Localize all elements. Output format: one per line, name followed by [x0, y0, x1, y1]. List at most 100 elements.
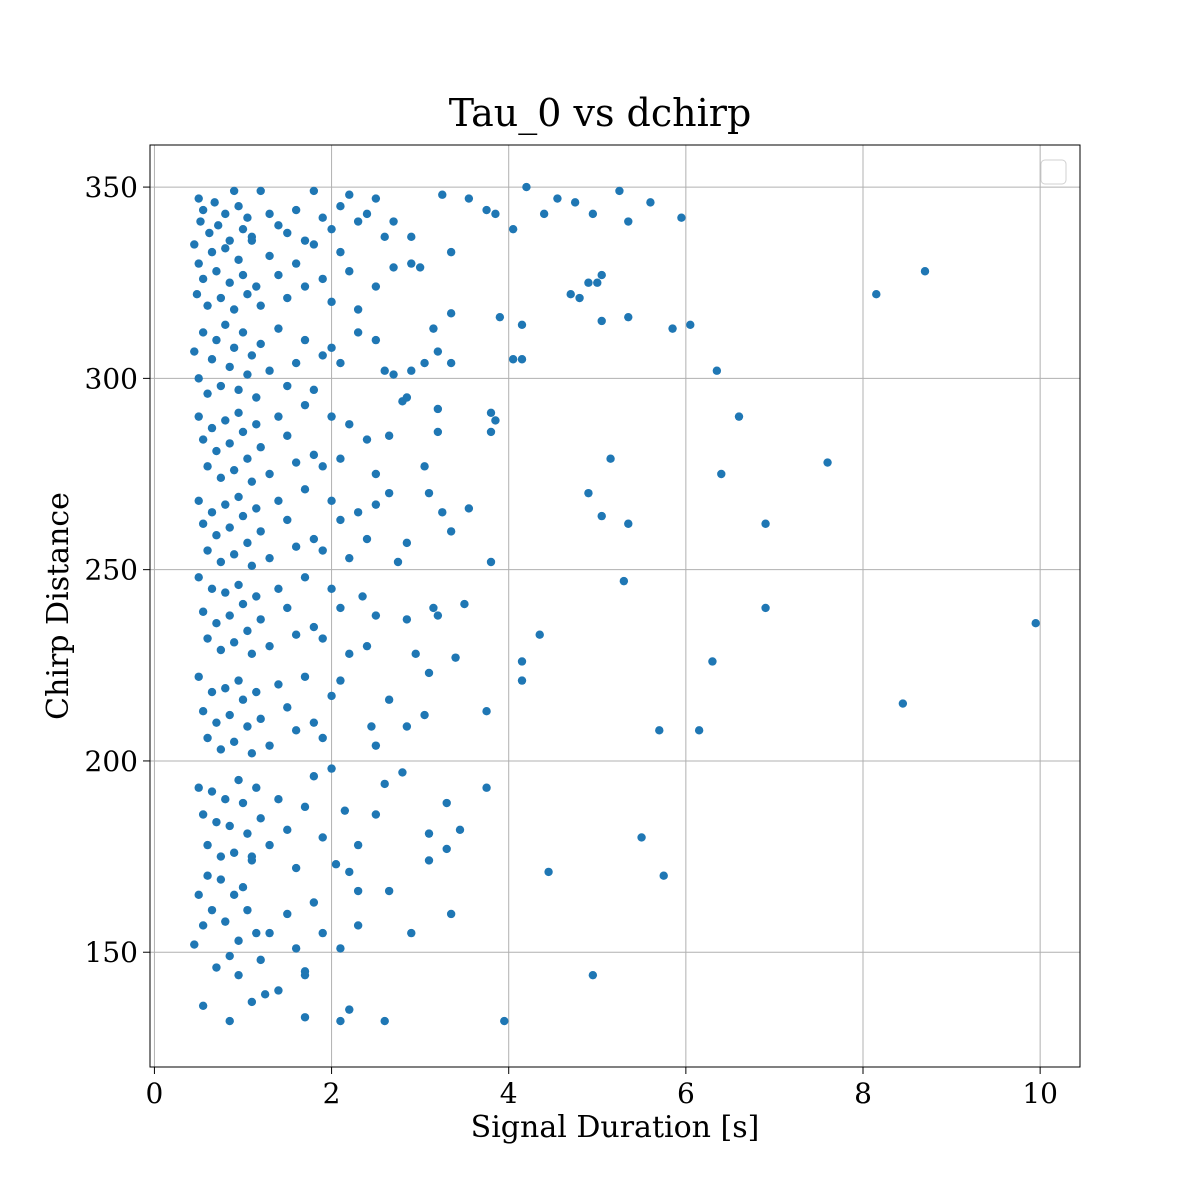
- data-point: [659, 871, 668, 880]
- data-point: [438, 508, 447, 517]
- data-point: [247, 561, 257, 571]
- data-point: [194, 496, 203, 505]
- x-tick-label: 8: [854, 1077, 872, 1110]
- data-point: [415, 263, 425, 272]
- data-point: [353, 921, 363, 930]
- data-point: [203, 389, 212, 398]
- data-point: [429, 603, 438, 613]
- data-point: [380, 232, 389, 242]
- data-point: [252, 420, 261, 429]
- data-point: [265, 641, 274, 651]
- data-point: [389, 217, 398, 226]
- data-point: [438, 190, 447, 199]
- data-point: [327, 584, 336, 593]
- data-point: [243, 626, 252, 636]
- data-point: [265, 469, 274, 479]
- data-point: [194, 259, 203, 268]
- data-point: [384, 695, 394, 704]
- data-point: [371, 469, 381, 479]
- data-point: [566, 290, 575, 299]
- data-point: [274, 270, 283, 280]
- data-point: [433, 347, 443, 356]
- data-point: [353, 217, 363, 226]
- data-point: [198, 921, 208, 930]
- data-point: [446, 309, 456, 318]
- data-point: [234, 385, 243, 395]
- data-point: [274, 324, 283, 333]
- data-point: [402, 615, 412, 624]
- data-point: [256, 955, 265, 965]
- data-point: [247, 236, 257, 245]
- data-point: [327, 496, 336, 505]
- data-point: [575, 293, 584, 303]
- data-point: [229, 465, 239, 475]
- data-point: [442, 798, 451, 808]
- data-point: [216, 875, 226, 884]
- data-point: [243, 538, 252, 548]
- data-point: [194, 412, 203, 421]
- data-point: [274, 680, 283, 689]
- data-point: [336, 247, 345, 257]
- data-point: [371, 611, 381, 620]
- data-point: [274, 584, 283, 593]
- data-point: [371, 810, 381, 819]
- data-point: [482, 707, 491, 716]
- data-point: [872, 290, 881, 299]
- data-point: [238, 599, 248, 609]
- data-point: [402, 538, 412, 548]
- data-point: [265, 741, 274, 750]
- data-point: [677, 213, 686, 222]
- data-point: [265, 553, 274, 563]
- data-point: [291, 542, 301, 551]
- data-point: [274, 496, 283, 505]
- data-point: [544, 867, 553, 877]
- data-point: [216, 293, 226, 303]
- data-point: [535, 630, 544, 639]
- data-point: [234, 970, 243, 980]
- data-point: [482, 205, 491, 215]
- data-point: [265, 209, 274, 219]
- data-point: [597, 270, 606, 280]
- data-point: [203, 634, 212, 643]
- data-point: [389, 263, 398, 272]
- data-point: [429, 324, 438, 333]
- data-point: [243, 370, 252, 379]
- data-point: [196, 217, 205, 226]
- data-point: [407, 232, 416, 242]
- data-point: [464, 194, 474, 203]
- data-point: [371, 741, 381, 750]
- data-point: [353, 305, 363, 314]
- plot-frame: [149, 144, 1081, 1068]
- data-point: [203, 733, 212, 743]
- data-point: [655, 726, 664, 735]
- data-point: [446, 247, 456, 257]
- data-point: [260, 990, 270, 999]
- axis-ticks: 0 2 4 6 8 10 150 200 250 300 350: [85, 171, 1058, 1110]
- y-tick-label: 350: [85, 171, 138, 204]
- data-point: [624, 217, 633, 226]
- data-point: [212, 619, 221, 628]
- data-point: [291, 205, 301, 215]
- data-point: [238, 270, 248, 280]
- data-point: [495, 312, 505, 322]
- data-point: [243, 829, 252, 838]
- data-point: [225, 951, 234, 961]
- data-point: [694, 726, 704, 735]
- data-point: [252, 282, 261, 291]
- x-tick-label: 2: [323, 1077, 341, 1110]
- data-point: [194, 374, 203, 383]
- data-point: [225, 439, 234, 448]
- data-point: [238, 328, 248, 337]
- data-point: [327, 412, 336, 421]
- data-point: [446, 909, 456, 919]
- data-point: [327, 764, 336, 773]
- data-point: [411, 649, 420, 659]
- data-point: [309, 898, 319, 907]
- data-point: [482, 783, 491, 792]
- data-point: [212, 267, 221, 276]
- data-point: [442, 844, 451, 854]
- data-point: [198, 1001, 208, 1010]
- data-point: [225, 362, 234, 372]
- data-point: [238, 427, 248, 437]
- data-point: [389, 370, 398, 379]
